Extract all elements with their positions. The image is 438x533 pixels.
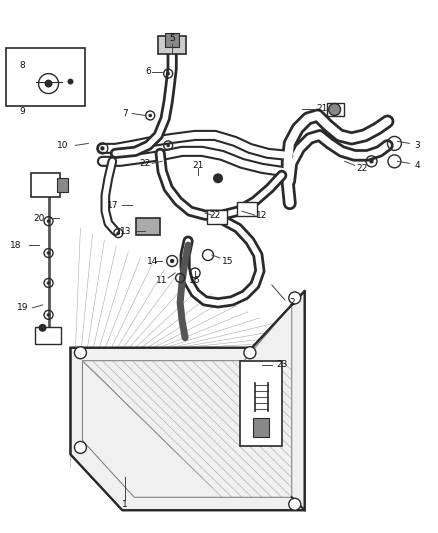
FancyBboxPatch shape xyxy=(136,218,160,235)
Circle shape xyxy=(100,146,105,150)
Circle shape xyxy=(47,281,50,285)
FancyBboxPatch shape xyxy=(327,102,343,117)
Circle shape xyxy=(47,220,50,223)
Text: 3: 3 xyxy=(414,141,420,150)
Text: 7: 7 xyxy=(123,109,128,118)
Text: 9: 9 xyxy=(20,107,25,116)
Text: 2: 2 xyxy=(289,298,295,308)
Text: 12: 12 xyxy=(256,211,268,220)
Text: 23: 23 xyxy=(276,360,287,369)
Text: 21: 21 xyxy=(192,161,204,170)
Circle shape xyxy=(328,103,341,116)
Text: 22: 22 xyxy=(140,159,151,168)
Circle shape xyxy=(39,324,46,332)
Text: 22: 22 xyxy=(356,164,367,173)
Text: 6: 6 xyxy=(145,67,151,76)
Polygon shape xyxy=(71,291,305,510)
Circle shape xyxy=(166,143,170,147)
Text: 17: 17 xyxy=(106,201,118,209)
Circle shape xyxy=(148,114,152,117)
Circle shape xyxy=(45,79,53,87)
Circle shape xyxy=(67,78,74,85)
Circle shape xyxy=(289,498,301,510)
FancyBboxPatch shape xyxy=(31,173,60,197)
Circle shape xyxy=(289,292,301,304)
Text: 10: 10 xyxy=(57,141,68,150)
Text: 19: 19 xyxy=(17,303,28,312)
Polygon shape xyxy=(71,291,305,510)
Text: 5: 5 xyxy=(169,34,175,43)
Text: 22: 22 xyxy=(209,211,221,220)
Text: 13: 13 xyxy=(120,227,131,236)
Text: 15: 15 xyxy=(222,256,234,265)
Circle shape xyxy=(74,441,86,454)
Text: 20: 20 xyxy=(33,214,44,223)
Circle shape xyxy=(117,231,120,235)
Text: 18: 18 xyxy=(10,240,21,249)
FancyBboxPatch shape xyxy=(253,417,269,438)
FancyBboxPatch shape xyxy=(6,47,85,106)
Text: 21: 21 xyxy=(316,104,327,113)
Text: 4: 4 xyxy=(414,161,420,170)
Polygon shape xyxy=(71,291,305,510)
Text: 11: 11 xyxy=(156,277,168,286)
Text: 16: 16 xyxy=(189,277,201,286)
Circle shape xyxy=(74,347,86,359)
FancyBboxPatch shape xyxy=(207,210,227,224)
FancyBboxPatch shape xyxy=(237,202,257,216)
Circle shape xyxy=(47,313,50,317)
FancyBboxPatch shape xyxy=(158,36,186,54)
Text: 1: 1 xyxy=(123,500,128,508)
FancyBboxPatch shape xyxy=(57,178,68,192)
Circle shape xyxy=(166,72,170,75)
Circle shape xyxy=(369,159,374,164)
Circle shape xyxy=(244,347,256,359)
FancyBboxPatch shape xyxy=(165,33,179,47)
FancyBboxPatch shape xyxy=(35,327,60,344)
Circle shape xyxy=(213,173,223,183)
Text: 8: 8 xyxy=(20,61,25,70)
Text: 14: 14 xyxy=(147,256,158,265)
FancyBboxPatch shape xyxy=(240,361,282,447)
Circle shape xyxy=(170,259,174,263)
Circle shape xyxy=(47,251,50,255)
